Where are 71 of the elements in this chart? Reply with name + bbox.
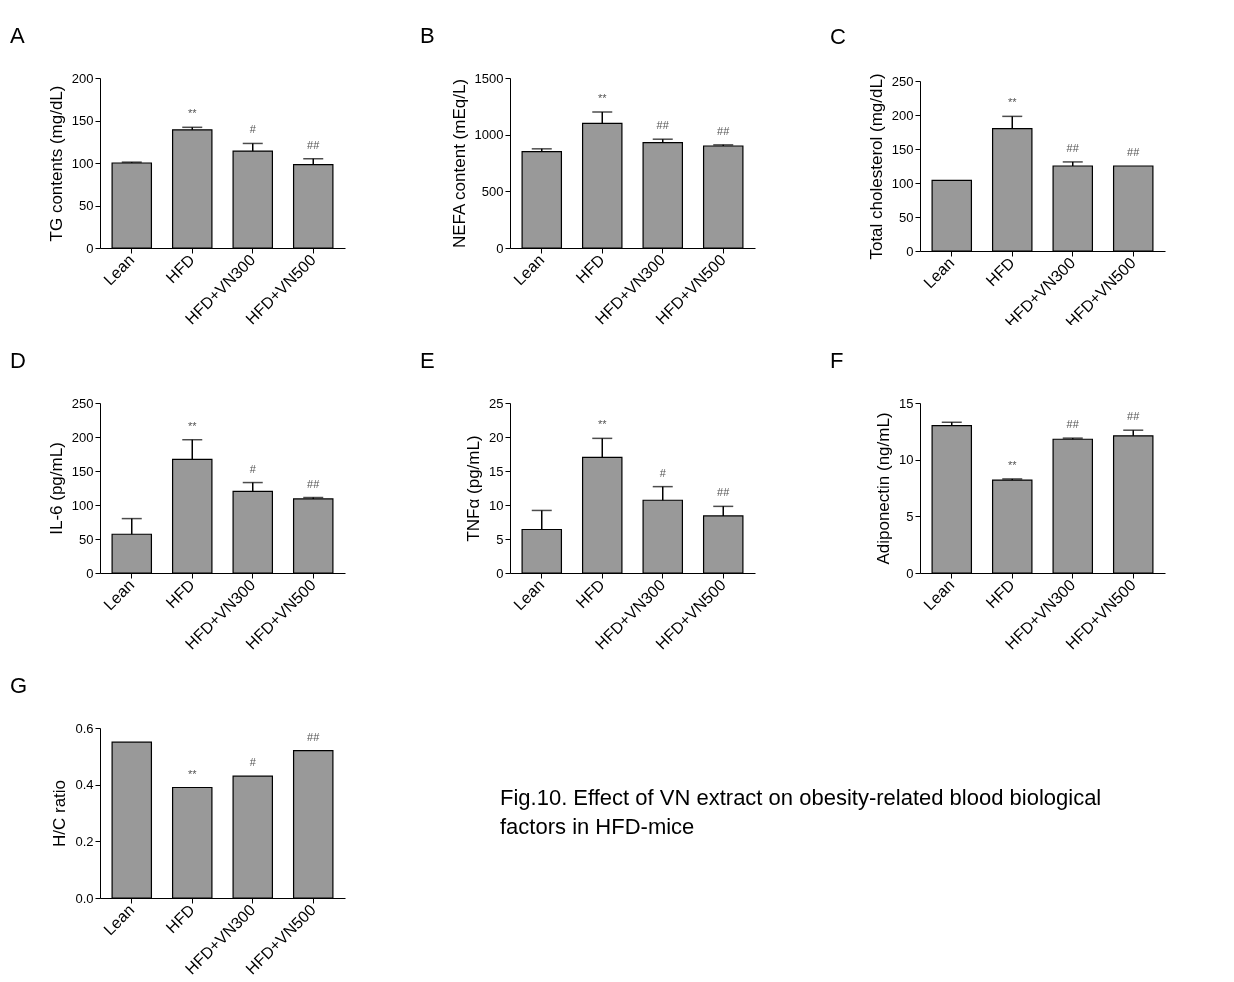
annotation: ## xyxy=(1066,418,1080,431)
y-tick-label: 0.0 xyxy=(75,890,94,906)
y-tick-label: 200 xyxy=(891,107,914,123)
chart-title: C xyxy=(830,23,846,49)
y-tick-label: 200 xyxy=(71,70,94,86)
y-tick-label: 150 xyxy=(71,463,94,479)
chart-title: D xyxy=(10,348,26,373)
y-tick-label: 10 xyxy=(489,497,504,513)
y-tick-label: 50 xyxy=(79,198,94,213)
y-tick-label: 0 xyxy=(906,243,914,259)
y-tick-label: 5 xyxy=(496,531,504,547)
annotation: ## xyxy=(307,138,321,151)
y-tick-label: 0 xyxy=(86,565,94,581)
y-tick-label: 0.2 xyxy=(75,833,94,849)
y-tick-label: 1500 xyxy=(474,70,504,86)
y-tick-label: 15 xyxy=(899,395,914,411)
y-tick-label: 500 xyxy=(481,183,504,199)
y-tick-label: 10 xyxy=(899,452,914,468)
annotation: ## xyxy=(1066,141,1080,154)
y-axis-title: NEFA content (mEq/L) xyxy=(449,78,469,249)
y-tick-label: 0.6 xyxy=(75,720,94,736)
y-tick-label: 0 xyxy=(86,240,94,256)
y-tick-label: 250 xyxy=(71,395,94,411)
y-tick-label: 200 xyxy=(71,429,94,445)
y-tick-label: 50 xyxy=(79,531,94,547)
annotation: ** xyxy=(1007,96,1018,109)
y-tick-label: 5 xyxy=(906,508,914,524)
y-axis-title: IL-6 (pg/mL) xyxy=(46,442,66,535)
y-axis-title: TNFα (pg/mL) xyxy=(464,435,484,542)
y-tick-label: 15 xyxy=(489,463,504,479)
annotation: ** xyxy=(187,107,198,120)
caption: Fig.10. Effect of VN extract on obesity-related blood biological factors in HFD-mice xyxy=(500,783,1103,841)
chart-title: G xyxy=(10,673,28,698)
y-tick-label: 20 xyxy=(489,429,504,445)
annotation: ## xyxy=(307,477,321,490)
chart-title: A xyxy=(10,23,25,48)
annotation: ** xyxy=(1007,458,1018,471)
annotation: # xyxy=(659,466,667,479)
annotation: ** xyxy=(187,419,198,432)
y-tick-label: 50 xyxy=(899,209,914,225)
annotation: ## xyxy=(717,486,731,499)
annotation: # xyxy=(249,123,257,136)
annotation: ** xyxy=(187,767,198,780)
annotation: ## xyxy=(307,730,321,743)
annotation: ** xyxy=(597,418,608,431)
annotation: ## xyxy=(1127,146,1141,158)
y-tick-label: 150 xyxy=(891,141,914,157)
y-tick-label: 100 xyxy=(71,497,94,513)
y-tick-label: 0 xyxy=(496,565,504,581)
y-tick-label: 25 xyxy=(489,395,504,411)
y-tick-label: 0 xyxy=(496,240,504,256)
chart-title: E xyxy=(420,348,435,373)
y-axis-title: H/C ratio xyxy=(50,779,70,848)
annotation: ** xyxy=(597,92,608,104)
y-tick-label: 250 xyxy=(891,73,914,89)
y-tick-label: 0 xyxy=(906,565,914,581)
y-axis-title: Total cholesterol (mg/dL) xyxy=(866,73,886,260)
chart-title: B xyxy=(420,23,435,48)
y-tick-label: 150 xyxy=(71,113,94,128)
y-tick-label: 0.4 xyxy=(75,777,94,793)
annotation: # xyxy=(249,462,257,475)
annotation: ## xyxy=(717,124,731,137)
annotation: # xyxy=(249,756,257,769)
y-tick-label: 1000 xyxy=(474,127,504,143)
y-axis-title: TG contents (mg/dL) xyxy=(46,85,66,242)
y-axis-title: Adiponectin (ng/mL) xyxy=(874,412,894,565)
annotation: ## xyxy=(1127,410,1141,423)
y-tick-label: 100 xyxy=(71,155,94,171)
annotation: ## xyxy=(656,119,670,132)
chart-title: F xyxy=(830,348,844,373)
y-tick-label: 100 xyxy=(891,175,914,191)
